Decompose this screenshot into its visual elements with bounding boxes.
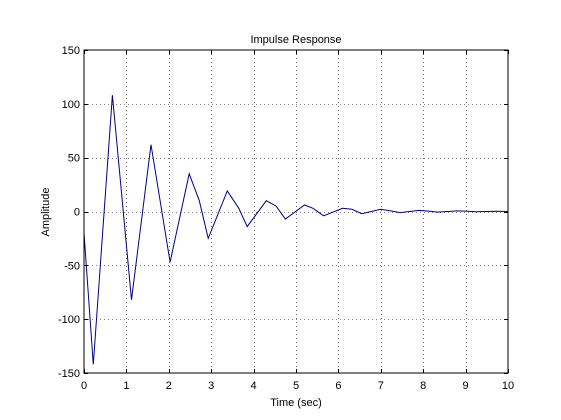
x-tick-label: 7 [378,380,384,392]
x-tick-label: 5 [293,380,299,392]
y-tick-label: -150 [58,368,80,380]
x-tick-label: 3 [208,380,214,392]
x-tick-label: 10 [502,380,514,392]
y-tick-label: -50 [64,260,80,272]
x-tick-labels: 0 1 2 3 4 5 6 7 8 9 10 [81,380,514,392]
impulse-response-line [83,95,509,365]
y-tick-label: -100 [58,314,80,326]
y-tick-label: 150 [62,45,80,57]
x-tick-label: 2 [166,380,172,392]
series-layer [83,95,509,365]
axis-ticks [84,50,509,374]
x-tick-label: 8 [420,380,426,392]
y-tick-labels: -150 -100 -50 0 50 100 150 [58,45,80,380]
x-tick-label: 4 [251,380,257,392]
y-axis-label: Amplitude [40,188,52,237]
y-tick-label: 50 [68,153,80,165]
grid-lines [84,50,508,373]
x-axis-label: Time (sec) [270,397,322,409]
x-tick-label: 6 [335,380,341,392]
x-tick-label: 0 [81,380,87,392]
y-tick-label: 0 [74,207,80,219]
chart-title: Impulse Response [250,34,341,46]
y-tick-label: 100 [62,99,80,111]
x-tick-label: 9 [463,380,469,392]
x-tick-label: 1 [123,380,129,392]
